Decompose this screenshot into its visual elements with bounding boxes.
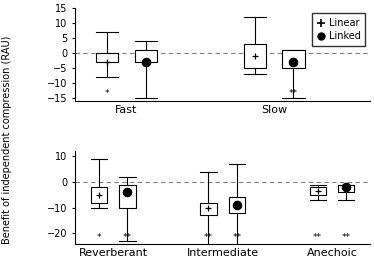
Bar: [338, 185, 355, 192]
Bar: [200, 203, 217, 215]
Text: **: **: [232, 233, 241, 242]
Bar: [229, 197, 245, 213]
Bar: [310, 187, 326, 195]
Bar: [282, 50, 304, 68]
Text: *: *: [105, 89, 110, 98]
Bar: [91, 187, 107, 203]
Text: Benefit of independent compression (RAU): Benefit of independent compression (RAU): [3, 36, 12, 244]
Legend: Linear, Linked: Linear, Linked: [312, 13, 365, 46]
Text: **: **: [313, 233, 322, 242]
Bar: [135, 50, 157, 62]
Text: **: **: [123, 233, 132, 242]
Bar: [96, 53, 119, 62]
Text: **: **: [289, 89, 298, 98]
Text: **: **: [342, 233, 351, 242]
Bar: [244, 44, 266, 68]
Text: *: *: [96, 233, 101, 242]
Text: **: **: [204, 233, 213, 242]
Bar: [119, 185, 135, 208]
